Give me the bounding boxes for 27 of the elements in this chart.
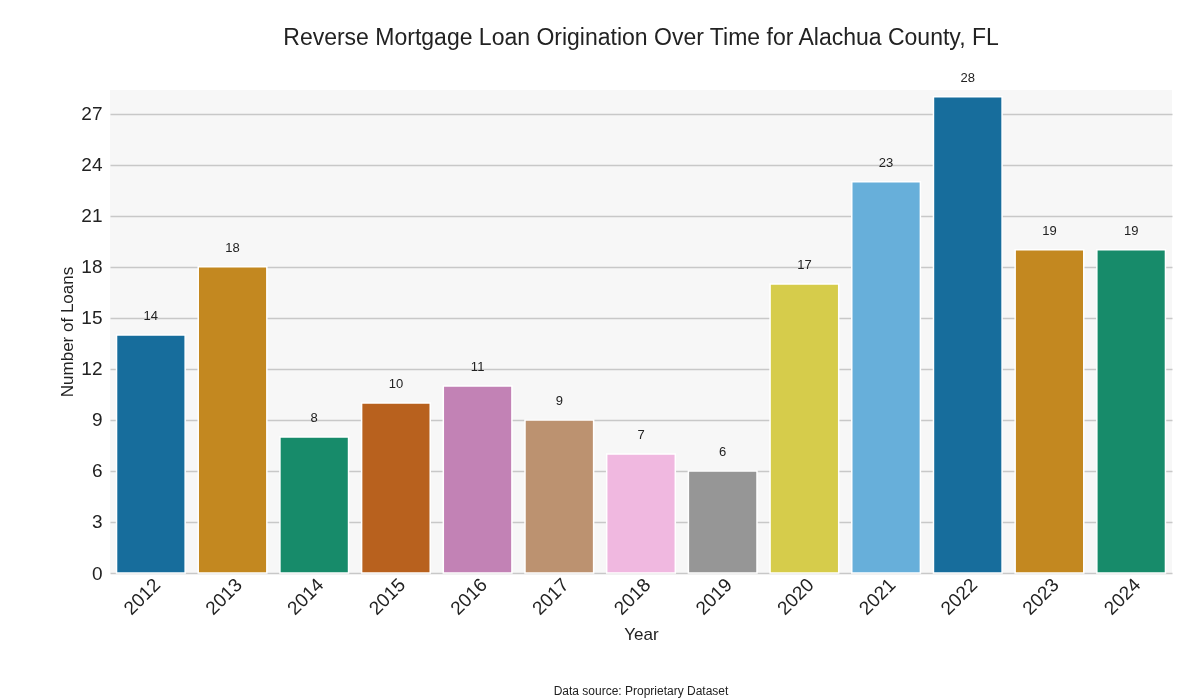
y-tick-label: 3 (91, 511, 103, 533)
y-tick-label: 18 (81, 256, 103, 278)
data-label: 28 (960, 69, 975, 85)
data-label: 19 (1042, 222, 1057, 238)
y-tick-label: 21 (81, 205, 103, 227)
y-tick-label: 27 (81, 103, 103, 125)
x-axis-title: Year (624, 624, 660, 644)
chart-title: Reverse Mortgage Loan Origination Over Time for Alachua County, FL (283, 23, 999, 50)
y-tick-label: 0 (91, 562, 103, 584)
y-tick-label: 24 (81, 154, 103, 176)
data-label: 14 (143, 307, 159, 323)
data-label: 23 (878, 154, 894, 170)
y-tick-label: 9 (91, 409, 103, 431)
data-label: 9 (555, 392, 563, 408)
source-note: Data source: Proprietary Dataset (553, 684, 730, 698)
data-label: 17 (797, 256, 812, 272)
y-tick-label: 6 (91, 460, 103, 482)
y-tick-label: 15 (81, 307, 103, 329)
y-axis-title: Number of Loans (58, 266, 78, 398)
data-label: 18 (225, 239, 240, 255)
data-label: 19 (1123, 222, 1139, 238)
y-tick-label: 12 (81, 358, 103, 380)
data-label: 11 (470, 358, 485, 374)
data-label: 6 (719, 443, 727, 459)
data-label: 7 (637, 426, 645, 442)
data-label: 10 (388, 375, 404, 391)
data-label: 8 (310, 409, 318, 425)
